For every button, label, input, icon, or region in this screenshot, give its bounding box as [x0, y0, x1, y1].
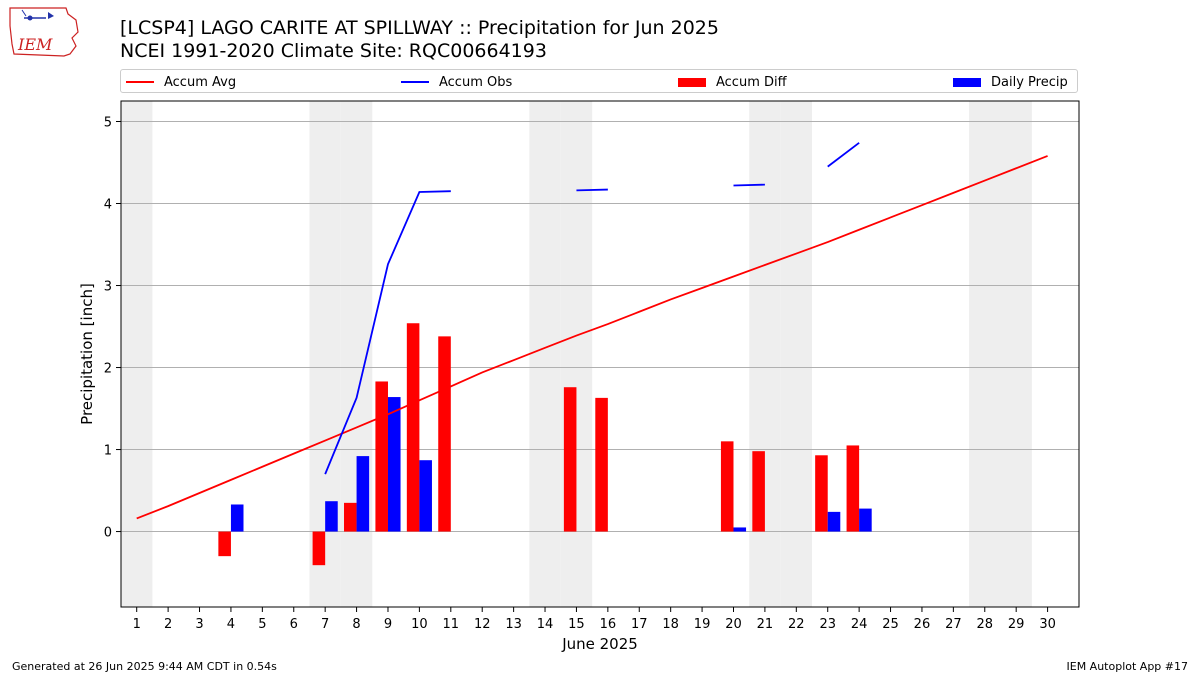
x-tick-label-29: 29 [1008, 617, 1025, 632]
legend-swatch-accum-obs [401, 81, 429, 83]
weekend-shade-day-29 [1000, 101, 1032, 607]
iem-logo: IEM [9, 7, 79, 57]
legend-item-accum-obs: Accum Obs [401, 73, 512, 91]
x-tick-label-19: 19 [694, 617, 711, 632]
y-tick-label-5: 5 [104, 116, 112, 131]
x-tick-label-9: 9 [384, 617, 392, 632]
daily-precip-bar-day-24 [859, 508, 872, 532]
x-tick-label-15: 15 [568, 617, 585, 632]
accum-diff-bar-day-4 [218, 531, 231, 557]
weekend-shade-day-28 [969, 101, 1001, 607]
daily-precip-bar-day-10 [419, 460, 432, 532]
daily-precip-bar-day-7 [325, 501, 338, 532]
x-tick-label-8: 8 [352, 617, 360, 632]
x-tick-label-12: 12 [474, 617, 491, 632]
weekend-shade-day-8 [340, 101, 373, 607]
logo-text: IEM [17, 35, 53, 54]
x-tick-label-7: 7 [321, 617, 329, 632]
accum-diff-bar-day-16 [595, 397, 608, 532]
x-tick-label-28: 28 [976, 617, 993, 632]
daily-precip-bar-day-8 [356, 456, 370, 532]
weekend-shade-day-7 [309, 101, 341, 607]
x-tick-label-14: 14 [537, 617, 554, 632]
x-tick-label-10: 10 [411, 617, 428, 632]
x-tick-label-17: 17 [631, 617, 648, 632]
legend-item-accum-avg: Accum Avg [126, 73, 236, 91]
x-tick-label-16: 16 [600, 617, 617, 632]
x-tick-label-21: 21 [757, 617, 774, 632]
legend-label-accum-diff: Accum Diff [716, 74, 787, 90]
legend-label-daily-precip: Daily Precip [991, 74, 1068, 90]
lines-group [136, 142, 1048, 520]
x-tick-label-30: 30 [1039, 617, 1056, 632]
x-tick-label-6: 6 [290, 617, 298, 632]
y-tick-label-0: 0 [104, 526, 112, 541]
y-tick-label-3: 3 [104, 280, 112, 295]
legend-swatch-daily-precip [953, 77, 981, 87]
accum-diff-bar-day-23 [815, 455, 828, 532]
bars-group [218, 323, 872, 566]
x-tick-label-13: 13 [505, 617, 522, 632]
accum-obs-line-segment-3 [733, 183, 765, 187]
x-tick-label-2: 2 [164, 617, 172, 632]
x-tick-label-20: 20 [725, 617, 742, 632]
accum-diff-bar-day-11 [438, 336, 451, 532]
accum-diff-bar-day-10 [406, 323, 420, 532]
accum-diff-bar-day-21 [752, 451, 765, 532]
accum-diff-bar-day-24 [846, 445, 860, 532]
legend-swatch-accum-avg [126, 81, 154, 83]
accum-diff-bar-day-8 [344, 502, 357, 532]
chart-title: [LCSP4] LAGO CARITE AT SPILLWAY :: Preci… [120, 17, 719, 39]
accum-obs-line-segment-1 [324, 190, 451, 475]
x-tick-label-27: 27 [945, 617, 962, 632]
footer-app-text: IEM Autoplot App #17 [1066, 660, 1189, 673]
y-tick-label-1: 1 [104, 444, 112, 459]
x-tick-label-26: 26 [914, 617, 931, 632]
footer-generated-text: Generated at 26 Jun 2025 9:44 AM CDT in … [12, 660, 277, 673]
legend-item-daily-precip: Daily Precip [953, 73, 1068, 91]
legend-label-accum-avg: Accum Avg [164, 74, 237, 90]
y-tick-label-2: 2 [104, 362, 112, 377]
y-axis-label: Precipitation [inch] [78, 283, 96, 425]
accum-diff-bar-day-9 [375, 381, 388, 532]
x-tick-label-1: 1 [133, 617, 141, 632]
x-tick-label-24: 24 [851, 617, 868, 632]
weekend-shade-day-14 [529, 101, 561, 607]
weekend-shade-day-21 [749, 101, 781, 607]
weekend-shading-group [121, 101, 1032, 607]
chart-subtitle: NCEI 1991-2020 Climate Site: RQC00664193 [120, 40, 547, 62]
accum-diff-bar-day-7 [312, 531, 326, 566]
x-axis-label: June 2025 [561, 635, 638, 653]
accum-avg-line-segment-1 [136, 155, 1048, 520]
accum-obs-line-segment-2 [576, 188, 608, 192]
legend-swatch-accum-diff [678, 77, 706, 87]
legend: Accum Avg Accum Obs Accum Diff Daily Pre… [120, 69, 1078, 93]
y-tick-label-4: 4 [104, 198, 112, 213]
daily-precip-bar-day-4 [230, 504, 244, 532]
x-tick-label-23: 23 [819, 617, 836, 632]
weekend-shade-day-15 [560, 101, 593, 607]
x-tick-label-11: 11 [443, 617, 460, 632]
daily-precip-bar-day-20 [733, 527, 747, 532]
weekend-shade-day-22 [780, 101, 813, 607]
legend-item-accum-diff: Accum Diff [678, 73, 787, 91]
accum-diff-bar-day-20 [720, 441, 734, 532]
legend-label-accum-obs: Accum Obs [439, 74, 513, 90]
weekend-shade-day-1 [121, 101, 153, 607]
accum-diff-bar-day-15 [563, 387, 577, 532]
daily-precip-bar-day-23 [827, 511, 841, 532]
plot-frame [120, 100, 1080, 608]
x-tick-label-5: 5 [258, 617, 266, 632]
x-tick-label-3: 3 [195, 617, 203, 632]
daily-precip-bar-day-9 [387, 397, 401, 532]
x-tick-label-22: 22 [788, 617, 805, 632]
grid-lines-group [121, 121, 1079, 533]
x-tick-label-18: 18 [662, 617, 679, 632]
x-tick-label-25: 25 [882, 617, 899, 632]
iowa-outline-shape [9, 7, 79, 57]
x-tick-label-4: 4 [227, 617, 235, 632]
accum-obs-line-segment-4 [827, 142, 860, 168]
